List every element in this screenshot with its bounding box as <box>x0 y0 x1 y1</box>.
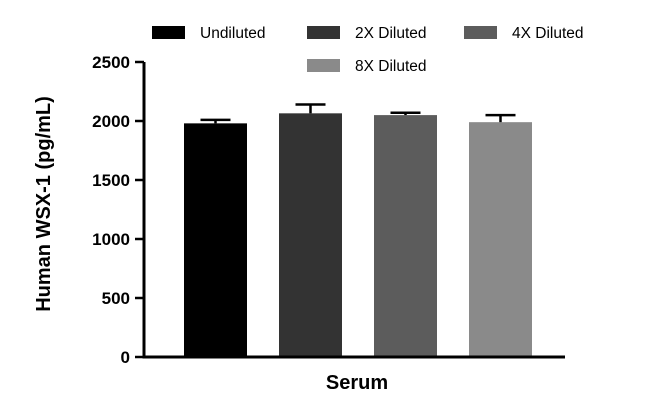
x-axis-title: Serum <box>326 372 388 394</box>
legend-label-8x-diluted: 8X Diluted <box>355 58 427 75</box>
legend-swatch-2x-diluted <box>307 26 340 39</box>
bar-8x-diluted <box>469 122 532 358</box>
y-tick-label-0: 0 <box>121 348 130 367</box>
y-tick-label-500: 500 <box>102 289 130 308</box>
bars <box>184 103 532 358</box>
bar-4x-diluted <box>374 115 437 357</box>
y-tick-label-1500: 1500 <box>92 171 130 190</box>
legend-label-undiluted: Undiluted <box>200 25 266 42</box>
legend-label-4x-diluted: 4X Diluted <box>512 25 584 42</box>
y-axis: 0 500 1000 1500 2000 2500 <box>92 53 146 367</box>
y-tick-label-2500: 2500 <box>92 53 130 72</box>
y-tick-label-2000: 2000 <box>92 112 130 131</box>
legend: Undiluted 2X Diluted 4X Diluted 8X Diluted <box>152 25 584 75</box>
legend-swatch-undiluted <box>152 26 185 39</box>
legend-label-2x-diluted: 2X Diluted <box>355 25 427 42</box>
y-axis-title: Human WSX-1 (pg/mL) <box>33 96 55 312</box>
y-tick-label-1000: 1000 <box>92 230 130 249</box>
bar-2x-diluted <box>279 113 342 357</box>
legend-swatch-8x-diluted <box>307 59 340 72</box>
legend-swatch-4x-diluted <box>464 26 497 39</box>
bar-undiluted <box>184 123 247 357</box>
